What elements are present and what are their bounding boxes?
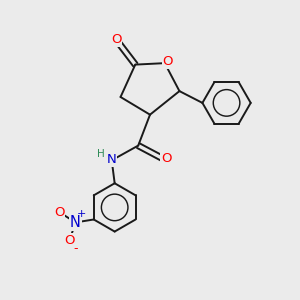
Text: O: O xyxy=(64,234,75,247)
Text: O: O xyxy=(162,55,173,68)
Text: O: O xyxy=(111,33,122,46)
Text: +: + xyxy=(77,209,86,219)
Text: O: O xyxy=(54,206,64,219)
Text: -: - xyxy=(74,242,78,255)
Text: H: H xyxy=(97,149,104,159)
Text: O: O xyxy=(161,152,171,165)
Text: N: N xyxy=(70,215,81,230)
Text: N: N xyxy=(106,153,116,166)
